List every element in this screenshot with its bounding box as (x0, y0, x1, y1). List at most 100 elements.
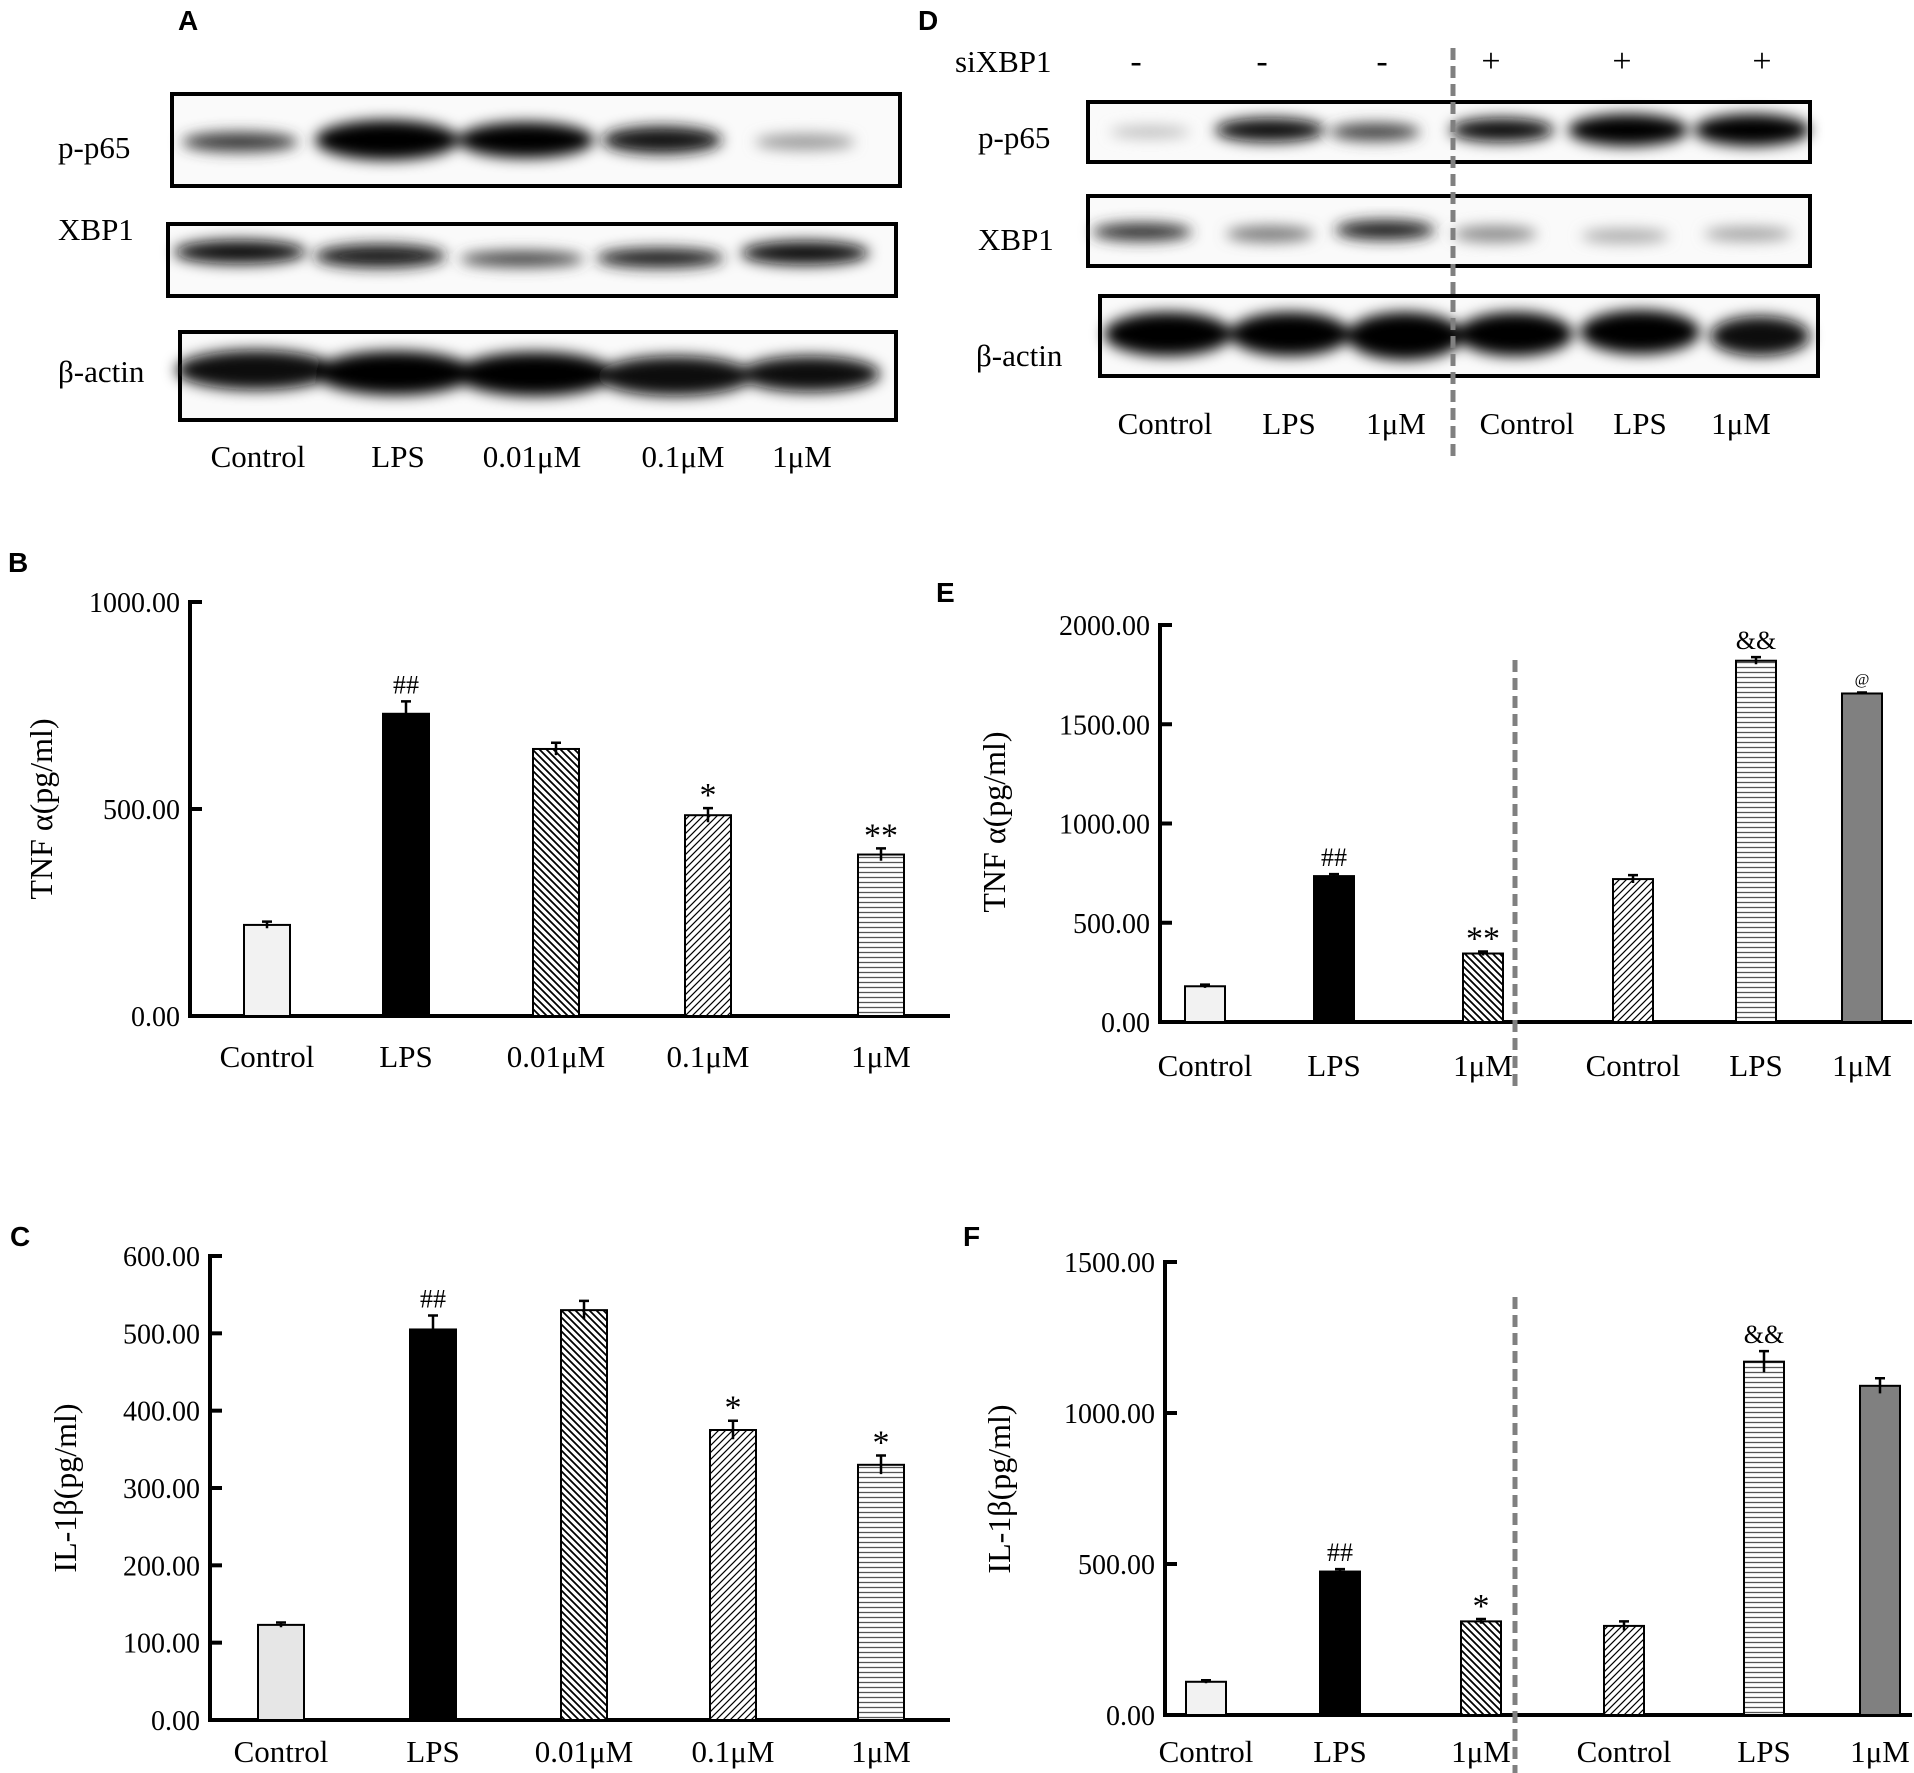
chart-c-error-bar (276, 1621, 286, 1628)
chart-b-error-bar (551, 741, 561, 756)
chart-b: B TNF α(pg/ml) 0.00 500.00 1000.00 Control ## L… (8, 547, 950, 1074)
chart-f-y-axis-label: IL-1β(pg/ml) (981, 1404, 1017, 1573)
panel-a-row-label-p-p65: p-p65 (58, 130, 130, 165)
panel-a-row-label-xbp1: XBP1 (58, 212, 134, 247)
panel-d-letter: D (918, 5, 938, 36)
panel-a-letter: A (178, 5, 198, 36)
chart-e-error-bar (1478, 950, 1488, 956)
panel-d-lane-lps-2: LPS (1613, 406, 1666, 441)
chart-f-y-tick-label: 0.00 (1106, 1701, 1155, 1732)
chart-c-error-bar (579, 1299, 589, 1320)
panel-b-letter: B (8, 547, 28, 578)
chart-e-category-label: 1μM (1832, 1048, 1892, 1083)
chart-b-category-label: 0.1μM (667, 1039, 750, 1074)
chart-e-category-label: Control (1158, 1048, 1253, 1083)
chart-f-error-bar (1759, 1349, 1769, 1373)
chart-e: E TNF α(pg/ml) 0.00 500.00 1000.00 1500.00 200… (936, 577, 1912, 1088)
chart-c-y-tick-label: 400.00 (123, 1397, 200, 1428)
chart-c-y-tick-label: 0.00 (151, 1706, 200, 1737)
panel-a-lane-control: Control (211, 439, 306, 474)
chart-f-error-bar (1201, 1679, 1211, 1684)
chart-f-category-label: 1μM (1850, 1734, 1910, 1769)
chart-b-error-bar (703, 806, 713, 823)
panel-a-blot-p-p65 (170, 92, 902, 188)
chart-c-y-tick-label: 100.00 (123, 1629, 200, 1660)
chart-e-y-tick-label: 1500.00 (1059, 710, 1150, 741)
chart-b-error-bar (401, 700, 411, 727)
chart-f-y-tick-label: 1000.00 (1064, 1399, 1155, 1430)
chart-b-y-tick-label: 1000.00 (89, 588, 180, 619)
chart-f-significance-label: && (1744, 1320, 1784, 1349)
chart-c-category-label: 0.01μM (535, 1734, 633, 1769)
chart-f-category-label: LPS (1737, 1734, 1790, 1769)
chart-c-error-bar (876, 1454, 886, 1475)
chart-c-y-tick-label: 600.00 (123, 1242, 200, 1273)
chart-f-error-bar (1875, 1377, 1885, 1394)
chart-c-y-tick-label: 500.00 (123, 1319, 200, 1350)
panel-d-row-label-beta-actin: β-actin (976, 338, 1063, 373)
panel-d-lane-control-1: Control (1118, 406, 1213, 441)
panel-a-lane-0-1um: 0.1μM (642, 439, 725, 474)
panel-d-sign-4: + (1481, 43, 1500, 80)
panel-a-blot-beta-actin (176, 330, 898, 422)
chart-b-bar (532, 747, 580, 1017)
chart-e-y-tick-label: 0.00 (1101, 1008, 1150, 1039)
chart-e-significance-label: ** (1466, 921, 1500, 958)
chart-c-bar (409, 1328, 457, 1721)
panel-d-blot-beta-actin (1098, 294, 1820, 378)
panel-e-letter: E (936, 577, 955, 608)
panel-a-lane-0-01um: 0.01μM (483, 439, 581, 474)
chart-b-y-tick-label: 500.00 (103, 795, 180, 826)
chart-e-y-tick-label: 1000.00 (1059, 810, 1150, 841)
panel-d: D siXBP1 - - - + + + p-p65 XBP1 β-actin (918, 5, 1820, 458)
chart-c-category-label: 0.1μM (692, 1734, 775, 1769)
panel-d-sign-2: - (1256, 43, 1267, 80)
chart-f-category-label: Control (1577, 1734, 1672, 1769)
panel-a-blot-xbp1 (166, 222, 898, 298)
chart-c-bar (857, 1463, 905, 1722)
chart-b-significance-label: ** (864, 817, 898, 854)
panel-d-lane-1um-2: 1μM (1711, 406, 1771, 441)
chart-f-bar (1603, 1624, 1645, 1717)
chart-c-significance-label: * (725, 1390, 742, 1427)
chart-f-bar (1460, 1620, 1502, 1717)
chart-f-bar (1743, 1360, 1785, 1717)
chart-f-y-tick-label: 1500.00 (1064, 1248, 1155, 1279)
chart-c-error-bar (728, 1419, 738, 1440)
chart-c-error-bar (428, 1314, 438, 1344)
panel-a-row-label-beta-actin: β-actin (58, 354, 145, 389)
chart-b-bar (243, 923, 291, 1017)
chart-e-bar (1841, 692, 1883, 1023)
chart-b-category-label: LPS (379, 1039, 432, 1074)
panel-d-treatment-label: siXBP1 (955, 44, 1051, 79)
chart-c-y-tick-label: 200.00 (123, 1551, 200, 1582)
chart-b-bar (684, 814, 732, 1018)
panel-d-blot-p-p65 (1086, 100, 1812, 164)
chart-f-error-bar (1619, 1620, 1629, 1631)
chart-b-significance-label: ## (393, 670, 419, 699)
chart-b-y-axis-label: TNF α(pg/ml) (23, 718, 59, 899)
panel-d-row-label-xbp1: XBP1 (978, 222, 1054, 257)
chart-f-error-bar (1476, 1617, 1486, 1624)
panel-c-letter: C (10, 1221, 30, 1252)
chart-c-category-label: 1μM (851, 1734, 911, 1769)
chart-e-error-bar (1857, 691, 1867, 695)
panel-d-lane-1um-1: 1μM (1366, 406, 1426, 441)
chart-b-error-bar (262, 920, 272, 929)
panel-d-sign-5: + (1612, 43, 1631, 80)
panel-d-sign-1: - (1130, 43, 1141, 80)
chart-b-category-label: 1μM (851, 1039, 911, 1074)
chart-c: C IL-1β(pg/ml) 0.00 100.00 200.00 300.00 400.0… (10, 1221, 950, 1769)
chart-e-significance-label: && (1736, 626, 1776, 655)
panel-d-blot-xbp1 (1086, 194, 1812, 268)
chart-c-significance-label: * (873, 1425, 890, 1462)
panel-d-sign-6: + (1752, 43, 1771, 80)
chart-e-error-bar (1329, 872, 1339, 879)
chart-e-y-axis-label: TNF α(pg/ml) (976, 731, 1012, 912)
chart-f-significance-label: ## (1327, 1538, 1353, 1567)
chart-b-y-tick-label: 0.00 (131, 1002, 180, 1033)
panel-d-row-label-p-p65: p-p65 (978, 120, 1050, 155)
chart-c-bar (560, 1309, 608, 1721)
